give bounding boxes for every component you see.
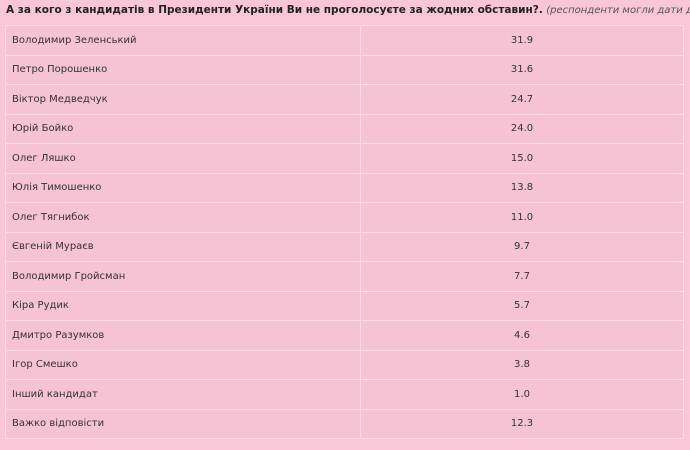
table-row: Олег Тягнибок 11.0 (5, 202, 684, 233)
candidate-cell: Дмитро Разумков (5, 320, 361, 351)
value-cell: 4.6 (360, 320, 684, 351)
candidate-cell: Володимир Гройсман (5, 261, 361, 292)
value-cell: 15.0 (360, 143, 684, 174)
value-cell: 9.7 (360, 231, 684, 262)
table-row: Євгеній Мураєв 9.7 (5, 231, 684, 262)
table-row: Олег Ляшко 15.0 (5, 143, 684, 174)
table-row: Дмитро Разумков 4.6 (5, 320, 684, 351)
table-row: Важко відповісти 12.3 (5, 408, 684, 439)
candidate-cell: Олег Тягнибок (5, 202, 361, 233)
table-row: Володимир Гройсман 7.7 (5, 261, 684, 292)
table-body: Володимир Зеленський 31.9 Петро Порошенко 3… (5, 25, 684, 439)
table-row: Юрій Бойко 24.0 (5, 113, 684, 144)
value-cell: 24.7 (360, 84, 684, 115)
value-cell: 31.6 (360, 54, 684, 85)
candidate-cell: Олег Ляшко (5, 143, 361, 174)
value-cell: 5.7 (360, 290, 684, 321)
value-cell: 24.0 (360, 113, 684, 144)
value-cell: 7.7 (360, 261, 684, 292)
candidate-cell: Кіра Рудик (5, 290, 361, 321)
candidate-cell: Юлія Тимошенко (5, 172, 361, 203)
candidate-cell: Інший кандидат (5, 379, 361, 410)
table-row: Володимир Зеленський 31.9 (5, 25, 684, 56)
table: Володимир Зеленський 31.9 Петро Порошенко 3… (5, 25, 684, 439)
table-row: Петро Порошенко 31.6 (5, 54, 684, 85)
candidate-cell: Важко відповісти (5, 408, 361, 439)
candidate-cell: Петро Порошенко (5, 54, 361, 85)
candidate-cell: Віктор Медведчук (5, 84, 361, 115)
value-cell: 13.8 (360, 172, 684, 203)
value-cell: 11.0 (360, 202, 684, 233)
header: А за кого з кандидатів в Президенти Укра… (6, 4, 690, 16)
candidate-cell: Ігор Смешко (5, 349, 361, 380)
note: (респонденти могли дати декілька варіант… (546, 5, 690, 16)
candidate-cell: Юрій Бойко (5, 113, 361, 144)
table-row: Юлія Тимошенко 13.8 (5, 172, 684, 203)
table-row: Кіра Рудик 5.7 (5, 290, 684, 321)
title: А за кого з кандидатів в Президенти Укра… (6, 4, 543, 16)
value-cell: 1.0 (360, 379, 684, 410)
candidate-cell: Євгеній Мураєв (5, 231, 361, 262)
value-cell: 12.3 (360, 408, 684, 439)
table-row: Віктор Медведчук 24.7 (5, 84, 684, 115)
value-cell: 3.8 (360, 349, 684, 380)
table-row: Інший кандидат 1.0 (5, 379, 684, 410)
value-cell: 31.9 (360, 25, 684, 56)
table-row: Ігор Смешко 3.8 (5, 349, 684, 380)
candidate-cell: Володимир Зеленський (5, 25, 361, 56)
